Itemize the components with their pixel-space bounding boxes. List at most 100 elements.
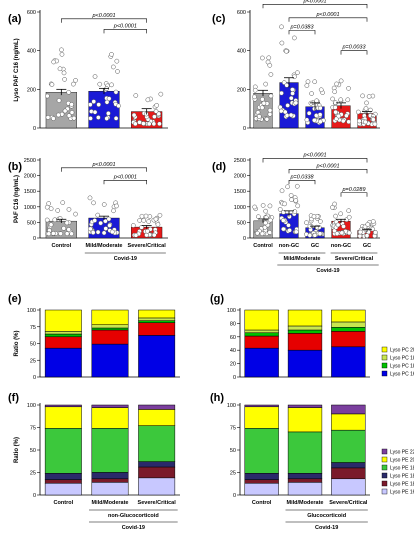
data-point — [252, 204, 258, 210]
stacked-segment — [138, 477, 176, 496]
data-point — [334, 231, 340, 236]
data-point — [153, 216, 159, 222]
stacked-segment — [244, 332, 279, 337]
stacked-segment — [138, 322, 176, 336]
stacked-segment — [331, 331, 366, 348]
stacked-segment — [91, 407, 129, 429]
data-point — [45, 115, 51, 120]
x-tick-label: Mild/Moderate — [287, 500, 324, 506]
data-point — [293, 198, 299, 203]
stacked-segment — [331, 462, 366, 469]
stacked-segment — [331, 478, 366, 496]
data-point — [153, 108, 159, 114]
data-point — [294, 183, 300, 189]
data-point — [97, 81, 103, 87]
data-point — [355, 109, 361, 115]
data-point — [346, 208, 352, 214]
data-point — [139, 224, 144, 230]
stacked-segment — [91, 343, 129, 378]
data-point — [139, 213, 145, 219]
significance-bracket — [288, 30, 316, 35]
data-point — [370, 219, 376, 224]
y-tick-label: 40 — [230, 348, 236, 354]
data-point — [304, 83, 310, 88]
p-value-label: p=0.0338 — [289, 174, 314, 180]
p-value-label: p<0.0001 — [91, 13, 115, 19]
data-point — [48, 206, 54, 212]
y-axis-label: Ratio (%) — [14, 437, 20, 463]
data-point — [346, 214, 352, 220]
stacked-segment — [138, 404, 176, 410]
data-point — [51, 59, 57, 65]
data-point — [287, 214, 292, 220]
y-tick-label: 500 — [27, 220, 36, 226]
data-point — [59, 47, 64, 53]
data-point — [332, 105, 338, 110]
data-point — [88, 116, 93, 121]
y-tick-label: 100 — [227, 403, 236, 409]
y-tick-label: 1500 — [24, 189, 36, 195]
y-tick-label: 600 — [237, 10, 246, 16]
data-point — [317, 105, 323, 111]
data-point — [312, 232, 318, 238]
legend-swatch — [381, 456, 388, 463]
data-point — [364, 233, 370, 238]
data-point — [92, 74, 98, 79]
data-point — [109, 51, 114, 57]
data-point — [307, 233, 313, 238]
data-point — [279, 188, 285, 194]
stacked-segment — [244, 479, 279, 484]
stacked-segment — [244, 483, 279, 496]
y-tick-label: 60 — [230, 335, 236, 341]
stacked-segment — [331, 321, 366, 328]
legend-entry: Lyso PE 20:4 — [390, 458, 414, 464]
stacked-segment — [244, 335, 279, 349]
legend-swatch — [381, 448, 388, 455]
x-tick-label: Control — [54, 500, 74, 506]
x-tick-label: Severe/Critical — [138, 500, 177, 506]
panel-e: (e) 0 25 50 75 100 Ratio (%) — [8, 293, 180, 381]
significance-bracket — [61, 167, 147, 172]
data-point — [95, 229, 101, 235]
data-point — [334, 81, 339, 87]
data-point — [278, 108, 284, 114]
y-tick-label: 0 — [233, 493, 236, 499]
data-point — [292, 74, 297, 80]
bar — [88, 91, 120, 129]
p-value-label: p<0.0001 — [315, 163, 339, 169]
data-point — [340, 118, 346, 124]
stacked-segment — [287, 325, 323, 331]
data-point — [338, 97, 344, 103]
data-point — [66, 227, 72, 232]
data-point — [309, 91, 314, 96]
panel-label: (c) — [212, 13, 226, 25]
data-point — [368, 107, 373, 113]
group-label: Covid-19 — [315, 525, 338, 531]
panel-b: (b) 0 500 1000 1500 2000 2500 PAF C16 (ng/mL) p<… — [8, 158, 168, 262]
panel-g: (g) 0 20 40 60 80 100 Lyso PC 20:4 Lyso PC 18:2 L… — [210, 293, 414, 381]
x-tick-label: Severe/Critical — [329, 500, 368, 506]
y-axis-label: PAF C16 (ng/mL) — [14, 175, 20, 223]
stacked-segment — [331, 404, 366, 415]
data-point — [344, 113, 349, 119]
data-point — [90, 230, 96, 235]
data-point — [50, 231, 56, 236]
x-tick-label: Mild/Moderate — [92, 500, 129, 506]
y-tick-label: 25 — [30, 471, 36, 477]
data-point — [109, 229, 115, 235]
stacked-segment — [91, 327, 129, 331]
stacked-segment — [138, 317, 176, 321]
data-point — [44, 93, 50, 99]
data-point — [267, 107, 273, 113]
data-point — [346, 85, 351, 91]
data-point — [61, 70, 67, 76]
data-point — [267, 62, 273, 68]
data-point — [51, 116, 56, 121]
data-point — [114, 58, 120, 64]
stacked-segment — [331, 467, 366, 480]
data-point — [363, 106, 369, 111]
data-point — [286, 222, 291, 228]
stacked-segment — [44, 483, 82, 496]
panel-label: (d) — [212, 161, 226, 173]
data-point — [338, 78, 344, 84]
